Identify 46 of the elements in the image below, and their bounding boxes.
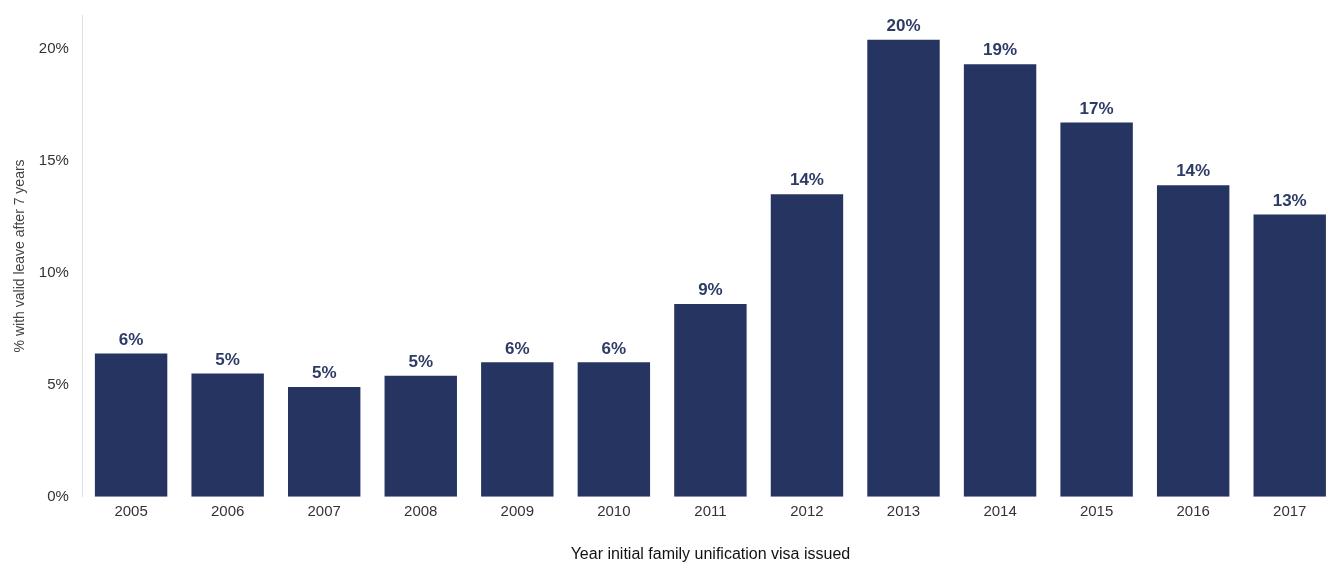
data-label: 19% <box>983 40 1018 60</box>
data-label: 6% <box>505 338 530 358</box>
y-tick-label: 5% <box>47 374 69 392</box>
y-tick-label: 10% <box>38 262 69 280</box>
bar <box>1253 214 1326 497</box>
x-tick-label: 2015 <box>1079 501 1114 519</box>
bar <box>963 64 1037 497</box>
x-tick-label: 2006 <box>210 501 245 519</box>
bar <box>1156 185 1230 497</box>
data-label: 14% <box>789 170 824 190</box>
data-label: 14% <box>1176 161 1211 181</box>
data-label: 5% <box>408 351 434 371</box>
y-tick-label: 20% <box>38 38 69 56</box>
y-axis-title: % with valid leave after 7 years <box>11 159 28 353</box>
x-tick-label: 2014 <box>983 501 1017 519</box>
bar <box>94 353 168 497</box>
bar <box>288 386 361 497</box>
y-tick-label: 0% <box>47 486 69 504</box>
x-tick-label: 2008 <box>404 501 438 519</box>
data-label: 20% <box>886 15 921 35</box>
x-tick-label: 2009 <box>500 501 534 519</box>
x-tick-label: 2013 <box>886 501 921 519</box>
data-label: 6% <box>118 329 144 349</box>
data-label: 9% <box>698 280 723 300</box>
y-tick-label: 15% <box>38 150 69 168</box>
data-label: 6% <box>601 338 627 358</box>
x-tick-label: 2007 <box>307 501 341 519</box>
x-tick-label: 2012 <box>790 501 824 519</box>
bar <box>481 362 554 497</box>
x-tick-label: 2005 <box>114 501 148 519</box>
bar <box>577 362 651 497</box>
data-label: 5% <box>215 349 240 369</box>
data-label: 13% <box>1272 190 1307 210</box>
bar <box>191 373 264 497</box>
bar <box>770 194 844 497</box>
x-tick-label: 2011 <box>694 501 727 519</box>
x-tick-label: 2010 <box>597 501 631 519</box>
bar <box>674 304 747 497</box>
bar <box>1060 122 1133 497</box>
x-axis-title: Year initial family unification visa issued <box>570 544 851 562</box>
bar <box>384 375 457 497</box>
x-tick-label: 2016 <box>1176 501 1210 519</box>
x-tick-label: 2017 <box>1273 501 1307 519</box>
data-label: 5% <box>311 363 337 383</box>
data-label: 17% <box>1079 98 1114 118</box>
bar <box>867 39 940 497</box>
